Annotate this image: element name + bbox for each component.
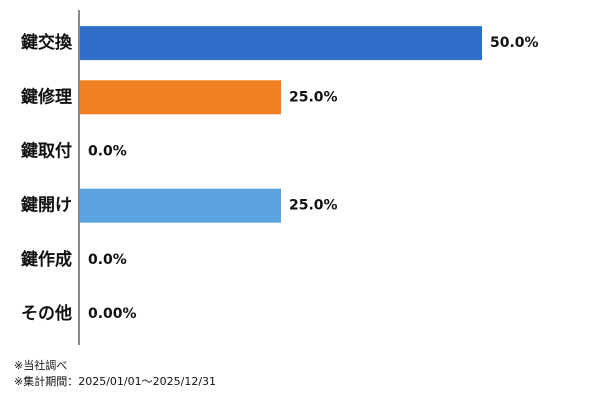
note: ※当社調べ bbox=[14, 358, 67, 372]
bar bbox=[80, 26, 482, 61]
bar bbox=[80, 80, 281, 115]
note: ※集計期間：2025/01/01〜2025/12/31 bbox=[14, 374, 216, 388]
value-label: 25.0% bbox=[289, 89, 338, 105]
category-label: 鍵交換 bbox=[21, 32, 73, 53]
category-label: その他 bbox=[21, 303, 72, 324]
value-label: 50.0% bbox=[490, 35, 539, 51]
category-label: 鍵修理 bbox=[21, 86, 72, 107]
value-label: 25.0% bbox=[289, 198, 338, 214]
value-label: 0.0% bbox=[88, 144, 127, 160]
category-label: 鍵開け bbox=[21, 195, 72, 216]
category-label: 鍵作成 bbox=[21, 249, 72, 270]
value-label: 0.00% bbox=[88, 306, 137, 322]
bar bbox=[80, 188, 281, 223]
value-label: 0.0% bbox=[88, 252, 127, 268]
category-label: 鍵取付 bbox=[21, 141, 72, 162]
